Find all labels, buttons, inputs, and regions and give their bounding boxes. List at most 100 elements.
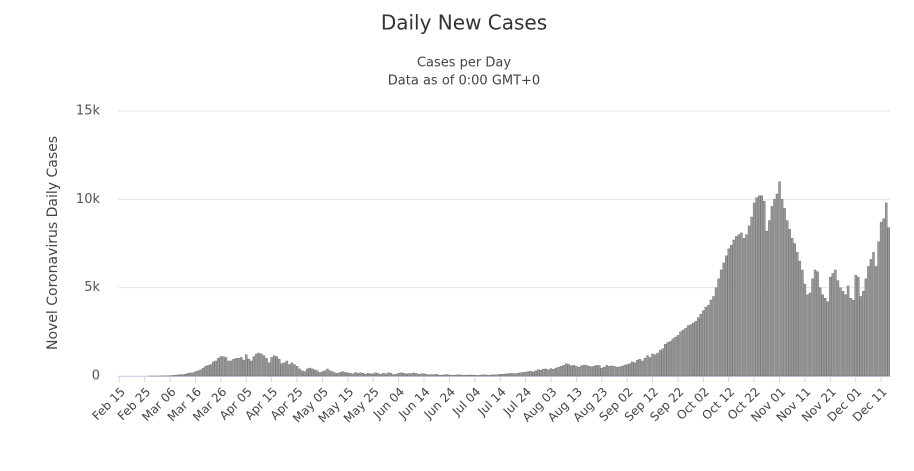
bar — [580, 365, 583, 377]
bar — [493, 374, 497, 377]
bar — [661, 348, 664, 377]
bar — [285, 360, 289, 377]
bar — [293, 364, 296, 377]
bar — [737, 234, 741, 377]
bar — [389, 372, 393, 377]
bar — [745, 234, 748, 377]
bar — [245, 354, 248, 377]
bar — [524, 371, 527, 377]
bar — [239, 357, 243, 377]
bar — [653, 354, 657, 377]
bar — [658, 350, 662, 377]
bar — [384, 373, 388, 377]
bar — [305, 368, 309, 377]
bar — [704, 306, 708, 377]
y-tick-label: 5k — [84, 280, 100, 295]
bar — [570, 365, 573, 377]
bar — [732, 239, 736, 377]
bar — [179, 374, 182, 377]
bar — [816, 271, 819, 377]
bar — [717, 278, 720, 377]
bar — [542, 369, 545, 377]
bar — [519, 372, 522, 377]
bar — [598, 365, 601, 377]
bar — [354, 372, 357, 377]
bar — [387, 372, 390, 377]
bar — [872, 252, 875, 377]
bar — [430, 374, 433, 377]
bar — [625, 364, 629, 377]
bar — [714, 287, 718, 377]
bar — [648, 357, 652, 377]
bar — [742, 237, 746, 377]
bar — [631, 361, 634, 377]
bar — [572, 365, 576, 377]
bar — [511, 373, 515, 377]
bar — [298, 368, 301, 377]
bar — [697, 317, 700, 377]
bar — [681, 329, 685, 377]
bar — [722, 262, 725, 377]
bar — [478, 374, 482, 377]
bar — [750, 216, 753, 377]
bar — [204, 366, 207, 377]
bar — [377, 373, 380, 377]
bar — [219, 356, 223, 377]
bar — [491, 374, 494, 377]
bar — [372, 373, 375, 377]
bar — [778, 181, 781, 377]
bar — [643, 358, 647, 377]
bar — [674, 336, 677, 377]
bar — [846, 285, 850, 377]
bar — [445, 374, 449, 377]
bar — [405, 373, 408, 377]
bar — [864, 278, 868, 377]
bar — [217, 358, 220, 377]
bar — [283, 362, 286, 377]
bar — [438, 374, 441, 377]
bar — [422, 373, 426, 377]
bar — [311, 368, 314, 377]
bar — [605, 365, 609, 377]
bar — [399, 372, 403, 377]
bar — [839, 287, 842, 377]
bar — [691, 322, 695, 377]
bar — [206, 365, 210, 377]
bar — [265, 358, 268, 377]
bar — [516, 372, 520, 377]
bar — [676, 335, 680, 377]
bar — [623, 364, 626, 377]
bar — [313, 369, 317, 377]
bar — [361, 372, 365, 377]
bar — [694, 321, 697, 377]
bar — [212, 361, 215, 377]
bar — [851, 299, 855, 377]
bar — [740, 232, 743, 377]
bar — [237, 358, 240, 377]
bar — [613, 366, 616, 377]
bar — [191, 372, 195, 377]
bar — [496, 374, 499, 377]
bar — [201, 367, 205, 377]
bar — [806, 294, 809, 377]
bar — [869, 259, 873, 377]
bar — [417, 374, 421, 377]
bar — [666, 342, 670, 377]
bar — [272, 355, 276, 377]
bar — [841, 291, 845, 377]
bar — [509, 373, 512, 377]
bar — [366, 373, 370, 377]
bar — [316, 370, 319, 377]
bar — [712, 296, 715, 377]
bar — [234, 358, 238, 377]
x-tick-label: Jul 04 — [449, 385, 483, 419]
bar — [392, 374, 395, 377]
bar — [768, 220, 771, 377]
y-tick-label: 10k — [76, 192, 101, 207]
chart-title: Daily New Cases — [381, 11, 547, 35]
bar — [267, 362, 271, 377]
bar — [432, 374, 436, 377]
bar — [549, 368, 553, 377]
bar — [730, 245, 733, 377]
